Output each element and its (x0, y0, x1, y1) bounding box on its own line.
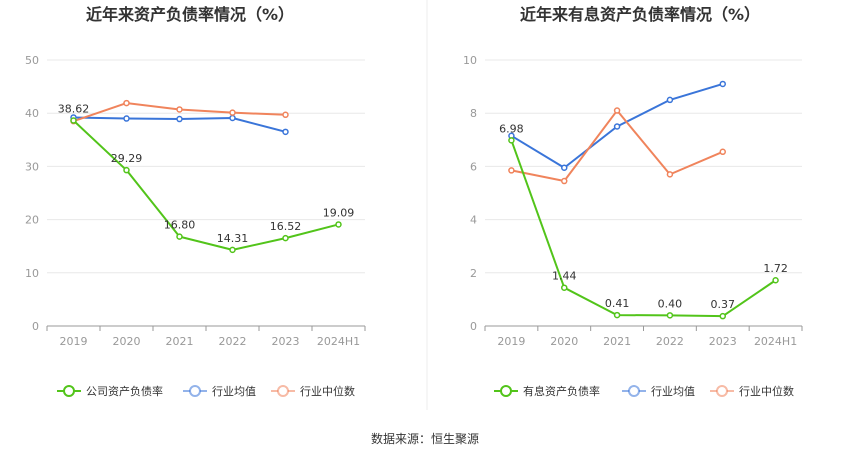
data-label: 14.31 (217, 232, 249, 245)
data-point (70, 117, 77, 124)
legend-swatch-marker (500, 385, 512, 397)
data-source: 数据来源：恒生聚源 (371, 431, 479, 446)
x-tick-label: 2022 (219, 335, 247, 348)
y-tick-label: 4 (470, 214, 477, 227)
series-line-0 (510, 139, 777, 318)
data-label: 19.09 (323, 206, 355, 219)
y-tick-label: 6 (470, 160, 477, 173)
data-point (666, 96, 674, 104)
y-tick-label: 40 (25, 107, 39, 120)
x-tick-label: 2019 (497, 335, 525, 348)
data-point (123, 99, 130, 107)
data-point (508, 167, 515, 174)
data-point (282, 111, 289, 119)
data-label: 0.40 (658, 297, 683, 310)
data-point (666, 171, 674, 178)
y-tick-label: 8 (470, 107, 477, 120)
x-tick-label: 2023 (272, 335, 300, 348)
x-tick-label: 2022 (656, 335, 684, 348)
data-point (176, 106, 183, 113)
data-label: 16.52 (270, 220, 302, 233)
data-point (335, 221, 342, 228)
data-point (176, 233, 183, 240)
data-point (508, 137, 515, 144)
data-label: 0.41 (605, 297, 630, 310)
chart-title: 近年来有息资产负债率情况（%） (520, 5, 760, 24)
y-tick-label: 0 (32, 320, 39, 333)
y-tick-label: 10 (25, 267, 39, 280)
x-tick-label: 2023 (709, 335, 737, 348)
x-tick-label: 2021 (603, 335, 631, 348)
data-point (561, 164, 568, 171)
legend-label: 行业中位数 (300, 384, 355, 398)
data-point (613, 123, 621, 130)
data-point (176, 115, 183, 123)
data-label: 1.72 (763, 262, 788, 275)
data-point (229, 246, 236, 254)
y-tick-label: 2 (470, 267, 477, 280)
series-line-2 (511, 109, 724, 183)
data-point (123, 115, 130, 122)
data-point (561, 177, 568, 185)
data-point (282, 128, 289, 136)
chart-title: 近年来资产负债率情况（%） (86, 5, 294, 24)
data-label: 16.80 (164, 219, 196, 232)
x-tick-label: 2020 (550, 335, 578, 348)
legend-label: 行业中位数 (739, 384, 794, 398)
legend-swatch-marker (63, 385, 75, 397)
legend-swatch-marker (189, 385, 201, 397)
series-line-0 (72, 119, 339, 251)
legend-swatch-marker (716, 385, 728, 397)
y-tick-label: 30 (25, 160, 39, 173)
legend-swatch-marker (277, 385, 289, 397)
data-point (229, 114, 236, 122)
data-point (282, 234, 289, 242)
legend-label: 有息资产负债率 (523, 384, 600, 398)
legend-label: 公司资产负债率 (86, 384, 163, 398)
data-label: 1.44 (552, 270, 577, 283)
x-tick-label: 2021 (166, 335, 194, 348)
y-tick-label: 20 (25, 214, 39, 227)
data-point (613, 107, 621, 114)
data-label: 0.37 (711, 298, 736, 311)
x-tick-label: 2024H1 (317, 335, 360, 348)
x-tick-label: 2024H1 (754, 335, 797, 348)
legend-swatch-marker (628, 385, 640, 397)
data-point (229, 109, 236, 116)
data-point (561, 284, 568, 291)
y-tick-label: 0 (470, 320, 477, 333)
legend-label: 行业均值 (651, 385, 695, 398)
data-label: 29.29 (111, 152, 143, 165)
data-label: 6.98 (499, 122, 524, 135)
data-point (719, 312, 726, 320)
data-point (666, 312, 674, 319)
data-label: 38.62 (58, 103, 90, 116)
x-tick-label: 2020 (113, 335, 141, 348)
left-chart-panel: 近年来资产负债率情况（%） 0 10 20 30 40 50 2019 2020 2021 2022… (25, 5, 366, 398)
x-tick-label: 2019 (60, 335, 88, 348)
right-chart-panel: 近年来有息资产负债率情况（%） 0 2 4 6 8 10 2019 2020 2021 2022 20… (463, 5, 803, 398)
data-point (123, 166, 130, 174)
y-tick-label: 50 (25, 54, 39, 67)
data-point (613, 311, 621, 319)
y-tick-label: 10 (463, 54, 477, 67)
legend-label: 行业均值 (212, 385, 256, 398)
data-point (719, 80, 726, 88)
data-point (719, 148, 726, 156)
data-point (772, 276, 779, 284)
